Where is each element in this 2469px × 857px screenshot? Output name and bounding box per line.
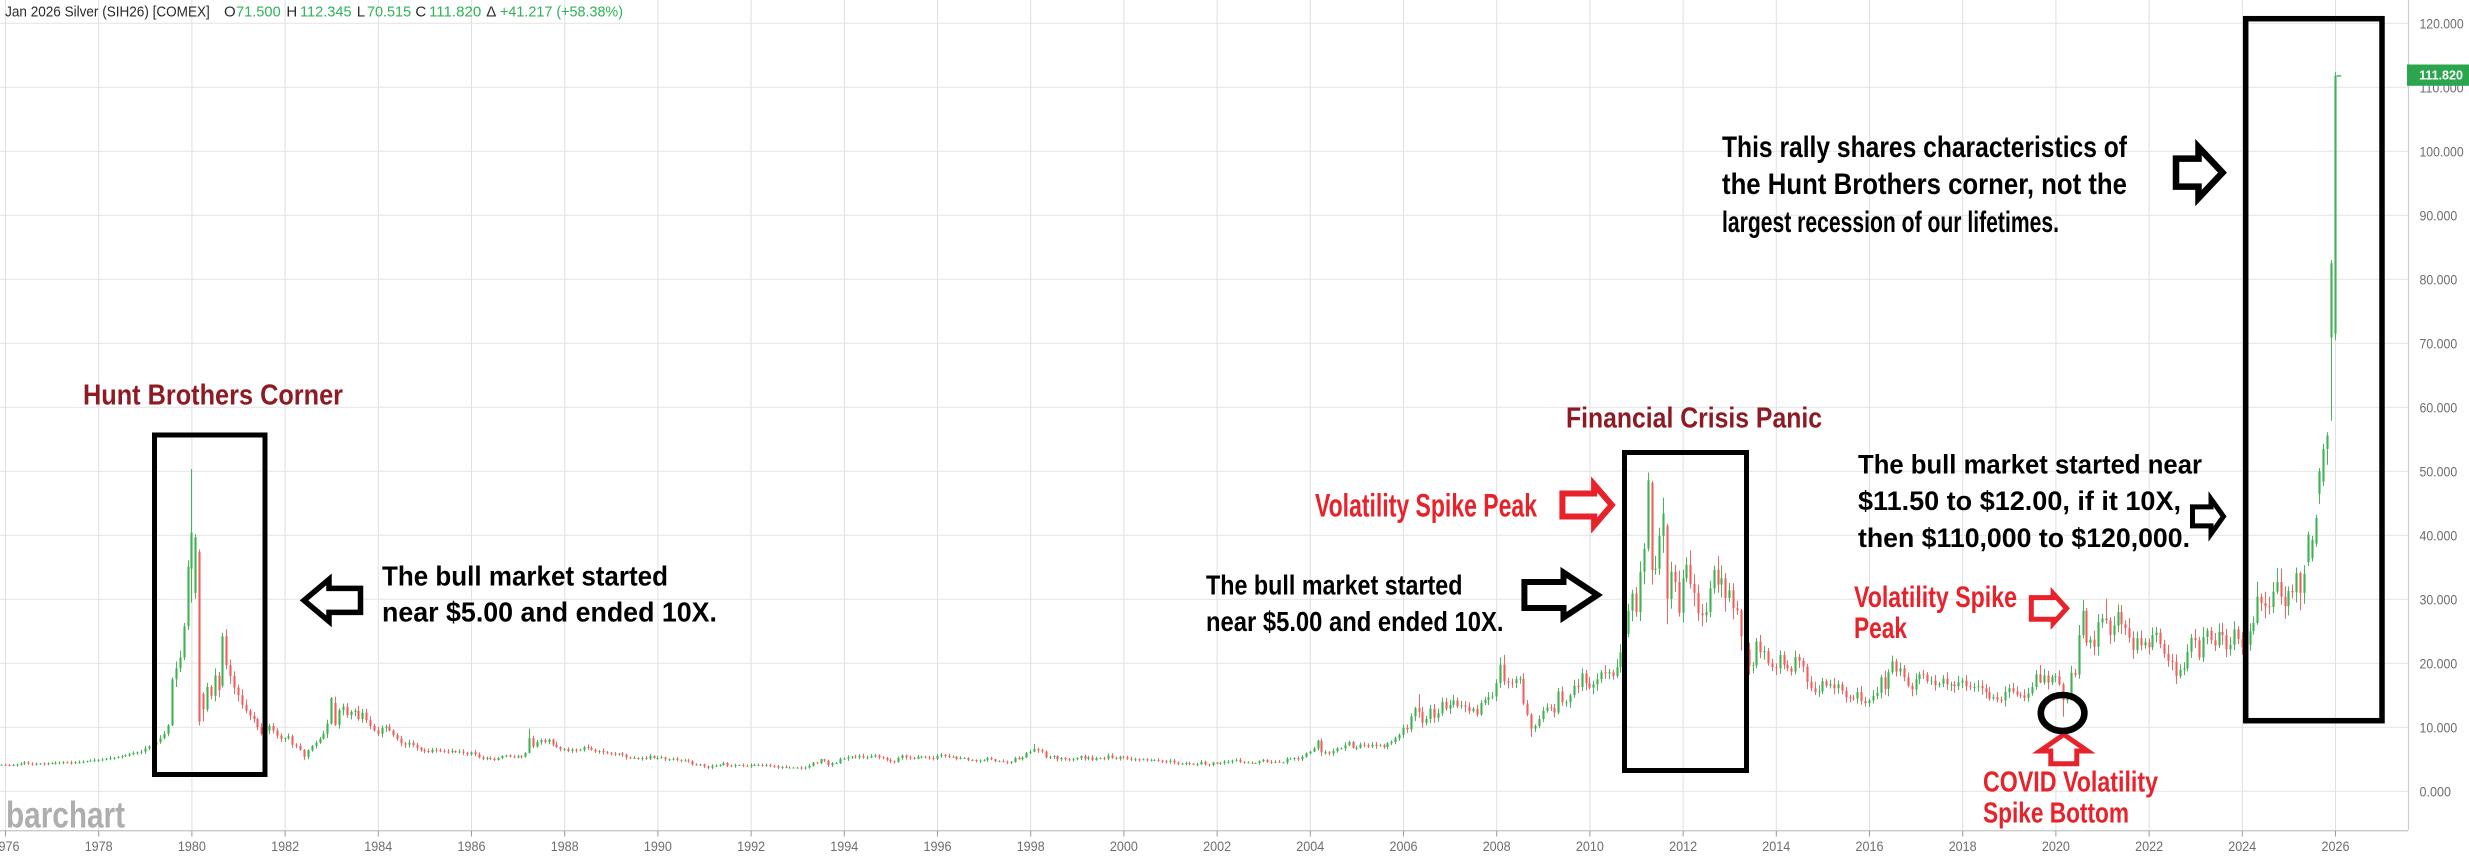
svg-text:Jan 2026 Silver (SIH26) [COMEX: Jan 2026 Silver (SIH26) [COMEX] xyxy=(5,3,210,20)
svg-text:barchart: barchart xyxy=(6,795,125,836)
svg-text:2006: 2006 xyxy=(1390,839,1418,854)
svg-text:20.000: 20.000 xyxy=(2420,656,2458,671)
svg-text:1986: 1986 xyxy=(458,839,486,854)
svg-text:near $5.00 and ended 10X.: near $5.00 and ended 10X. xyxy=(382,597,717,628)
svg-text:Spike Bottom: Spike Bottom xyxy=(1983,797,2129,829)
svg-text:40.000: 40.000 xyxy=(2420,528,2458,543)
svg-text:60.000: 60.000 xyxy=(2420,400,2458,415)
svg-text:L: L xyxy=(357,3,365,20)
svg-text:1996: 1996 xyxy=(924,839,952,854)
svg-text:1994: 1994 xyxy=(830,839,858,854)
svg-text:2008: 2008 xyxy=(1483,839,1511,854)
svg-text:111.820: 111.820 xyxy=(2419,69,2463,83)
svg-text:1980: 1980 xyxy=(178,839,206,854)
svg-text:COVID Volatility: COVID Volatility xyxy=(1983,766,2158,798)
svg-text:The bull market started near: The bull market started near xyxy=(1858,450,2202,480)
svg-text:90.000: 90.000 xyxy=(2420,208,2458,223)
svg-text:Financial Crisis Panic: Financial Crisis Panic xyxy=(1566,403,1822,435)
svg-text:50.000: 50.000 xyxy=(2420,464,2458,479)
svg-text:1982: 1982 xyxy=(271,839,299,854)
svg-text:1992: 1992 xyxy=(737,839,765,854)
svg-text:$11.50 to $12.00, if it 10X,: $11.50 to $12.00, if it 10X, xyxy=(1858,486,2181,516)
svg-text:near $5.00 and ended 10X.: near $5.00 and ended 10X. xyxy=(1206,606,1504,637)
svg-text:1988: 1988 xyxy=(551,839,579,854)
svg-text:1990: 1990 xyxy=(644,839,672,854)
svg-text:71.500: 71.500 xyxy=(236,3,281,20)
svg-text:1976: 1976 xyxy=(0,839,20,854)
svg-text:2024: 2024 xyxy=(2228,839,2256,854)
svg-text:2018: 2018 xyxy=(1949,839,1977,854)
svg-text:2002: 2002 xyxy=(1203,839,1231,854)
svg-text:1998: 1998 xyxy=(1017,839,1045,854)
svg-text:H: H xyxy=(286,3,297,20)
svg-text:+41.217 (+58.38%): +41.217 (+58.38%) xyxy=(500,3,623,20)
svg-text:O: O xyxy=(224,3,236,20)
svg-text:the Hunt Brothers corner, not: the Hunt Brothers corner, not the xyxy=(1722,168,2127,201)
svg-text:then $110,000 to $120,000.: then $110,000 to $120,000. xyxy=(1858,523,2190,553)
svg-text:C: C xyxy=(415,3,426,20)
svg-text:70.515: 70.515 xyxy=(367,3,411,20)
svg-text:2010: 2010 xyxy=(1576,839,1604,854)
svg-text:2020: 2020 xyxy=(2042,839,2070,854)
svg-text:2022: 2022 xyxy=(2135,839,2163,854)
svg-text:2026: 2026 xyxy=(2322,839,2350,854)
svg-text:111.820: 111.820 xyxy=(429,3,481,20)
svg-text:The bull market started: The bull market started xyxy=(1206,570,1463,601)
svg-text:Volatility Spike: Volatility Spike xyxy=(1854,581,2017,614)
svg-text:1978: 1978 xyxy=(85,839,113,854)
svg-text:The bull market started: The bull market started xyxy=(382,561,668,592)
svg-text:2012: 2012 xyxy=(1669,839,1697,854)
svg-text:120.000: 120.000 xyxy=(2420,16,2464,31)
svg-text:70.000: 70.000 xyxy=(2420,336,2458,351)
svg-text:largest recession of our lifet: largest recession of our lifetimes. xyxy=(1722,206,2059,239)
svg-text:30.000: 30.000 xyxy=(2420,592,2458,607)
svg-text:10.000: 10.000 xyxy=(2420,720,2458,735)
svg-text:0.000: 0.000 xyxy=(2420,784,2452,799)
svg-text:2004: 2004 xyxy=(1296,839,1324,854)
svg-text:Hunt Brothers Corner: Hunt Brothers Corner xyxy=(83,380,343,412)
svg-text:112.345: 112.345 xyxy=(300,3,352,20)
svg-text:2014: 2014 xyxy=(1762,839,1790,854)
svg-text:2016: 2016 xyxy=(1856,839,1884,854)
svg-text:Volatility Spike Peak: Volatility Spike Peak xyxy=(1315,488,1537,524)
svg-text:This rally shares characterist: This rally shares characteristics of xyxy=(1722,131,2128,164)
svg-text:80.000: 80.000 xyxy=(2420,272,2458,287)
svg-text:1984: 1984 xyxy=(364,839,392,854)
svg-text:Δ: Δ xyxy=(486,3,496,20)
svg-text:Peak: Peak xyxy=(1854,612,1907,645)
svg-text:100.000: 100.000 xyxy=(2420,144,2464,159)
svg-text:2000: 2000 xyxy=(1110,839,1138,854)
